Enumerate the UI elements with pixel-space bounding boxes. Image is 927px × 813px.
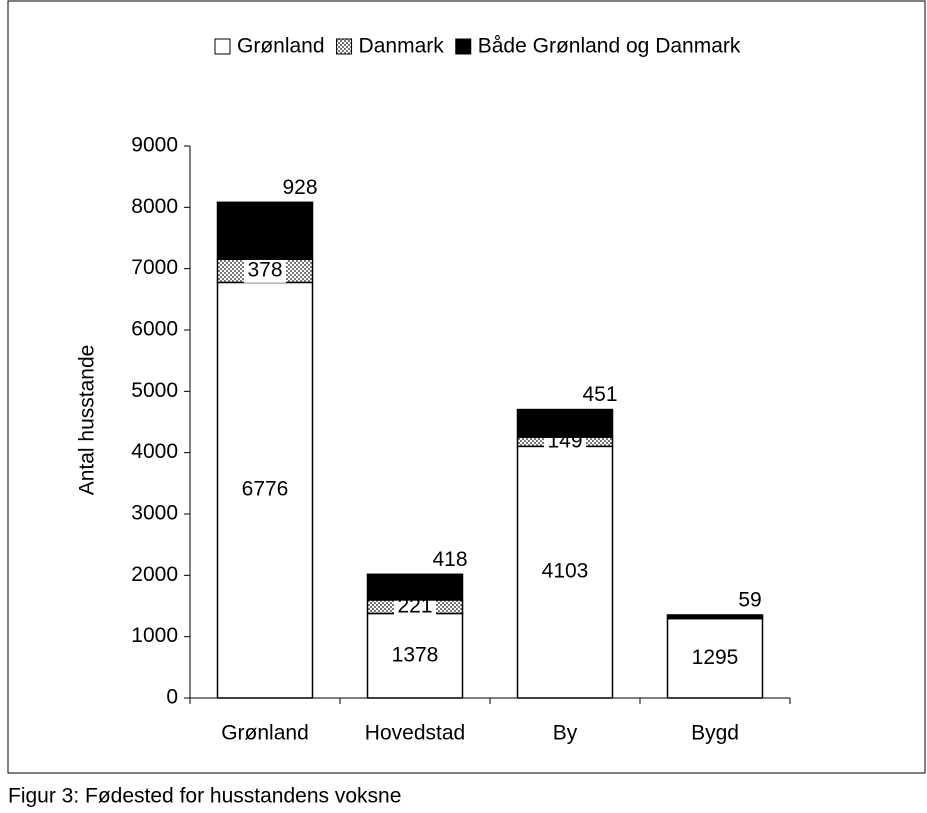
y-tick-label: 5000 (131, 379, 178, 402)
chart-border (7, 0, 926, 774)
value-label-bg (688, 646, 742, 671)
value-label: 418 (432, 548, 467, 571)
y-tick-label: 2000 (131, 563, 178, 586)
value-label-bg (279, 176, 321, 201)
bar-segment (216, 201, 314, 260)
x-tick-label: Hovedstad (365, 722, 465, 745)
caption: Figur 3: Fødested for husstandens voksne (8, 785, 401, 808)
legend-swatch (455, 38, 472, 55)
y-tick-label: 6000 (131, 318, 178, 341)
value-label-bg (244, 258, 286, 283)
y-tick-label: 9000 (131, 134, 178, 157)
y-tick-label: 7000 (131, 256, 178, 279)
value-label: 4103 (542, 560, 589, 583)
bar-segment (666, 614, 764, 620)
value-label: 6776 (242, 478, 289, 501)
legend-label: Danmark (359, 35, 445, 58)
legend-swatch (336, 38, 353, 55)
legend-label: Både Grønland og Danmark (478, 35, 741, 58)
bar-segment (516, 408, 614, 438)
bar-segment (366, 573, 464, 601)
value-label-bg (238, 478, 292, 503)
y-axis-label: Antal husstande (76, 345, 99, 496)
value-label-bg (388, 643, 442, 668)
value-label: 59 (738, 589, 761, 612)
y-tick-label: 8000 (131, 195, 178, 218)
value-label-bg (735, 588, 765, 613)
x-tick-label: Grønland (221, 722, 309, 745)
value-label-bg (538, 560, 592, 585)
value-label: 378 (247, 258, 282, 281)
value-label: 1295 (692, 646, 739, 669)
y-tick-label: 3000 (131, 502, 178, 525)
y-tick-label: 4000 (131, 440, 178, 463)
legend-swatch (214, 38, 231, 55)
legend-label: Grønland (237, 35, 325, 58)
value-label: 1378 (392, 643, 439, 666)
y-tick-label: 1000 (131, 624, 178, 647)
x-tick-label: Bygd (691, 722, 739, 745)
value-label: 928 (282, 176, 317, 199)
value-label-bg (429, 548, 471, 573)
value-label-bg (579, 383, 621, 408)
y-tick-label: 0 (166, 686, 178, 709)
value-label: 451 (582, 383, 617, 406)
x-tick-label: By (553, 722, 578, 745)
